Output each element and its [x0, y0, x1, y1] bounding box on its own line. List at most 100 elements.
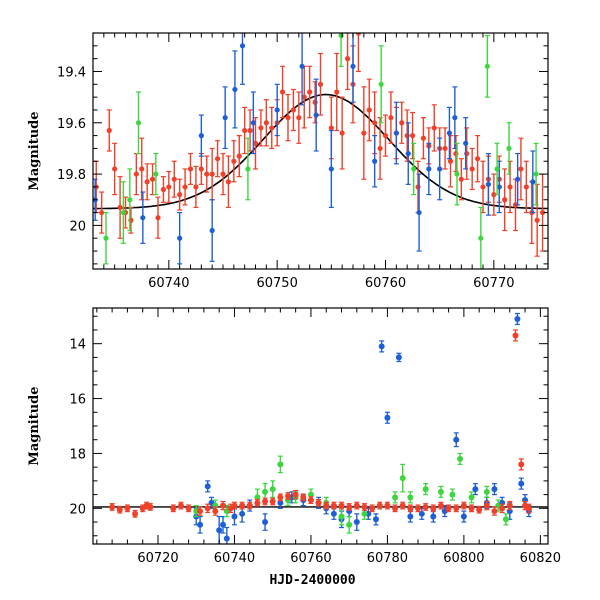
point-marker [491, 192, 497, 198]
point-marker [454, 171, 460, 177]
green-data-point [135, 91, 142, 155]
point-marker [182, 184, 188, 190]
point-marker [502, 516, 509, 523]
point-marker [491, 486, 498, 493]
point-marker [197, 521, 204, 528]
green-data-point [457, 452, 464, 466]
green-data-point [245, 137, 251, 201]
y-tick-label: 18 [69, 447, 86, 462]
red-data-point [507, 160, 513, 214]
blue-data-point [313, 78, 319, 152]
red-data-point [525, 503, 532, 514]
point-marker [507, 184, 513, 190]
point-marker [483, 502, 490, 509]
red-data-point [187, 152, 194, 185]
point-marker [220, 171, 226, 177]
green-data-point [269, 480, 276, 498]
point-marker [187, 166, 194, 172]
point-marker [460, 513, 467, 520]
point-marker [170, 505, 177, 512]
x-tick-label: 60760 [290, 551, 331, 566]
point-marker [245, 166, 251, 172]
blue-data-point [453, 432, 460, 448]
point-marker [376, 502, 383, 509]
point-marker [198, 166, 204, 172]
red-data-point [334, 52, 340, 132]
point-marker [204, 505, 211, 512]
point-marker [372, 158, 378, 164]
point-marker [177, 235, 183, 241]
point-marker [109, 503, 116, 510]
point-marker [404, 133, 410, 139]
red-data-point [99, 191, 105, 234]
green-data-point [483, 485, 490, 498]
point-marker [372, 516, 379, 523]
top-panel-axes: 60740 60750 60760 60770 19.4 19.6 19.8 20 [57, 32, 549, 291]
point-marker [262, 498, 269, 505]
red-data-point [407, 504, 414, 513]
red-data-point [236, 135, 242, 178]
blue-data-point [372, 513, 379, 526]
red-data-point [464, 127, 470, 180]
red-data-point [144, 163, 150, 201]
point-marker [534, 217, 540, 223]
point-marker [468, 505, 475, 512]
red-data-point [197, 506, 204, 516]
point-marker [296, 115, 302, 121]
point-marker [392, 494, 399, 501]
blue-data-point [514, 312, 521, 326]
point-marker [415, 184, 421, 190]
point-marker [338, 33, 344, 39]
point-marker [239, 43, 246, 49]
point-marker [422, 486, 429, 493]
red-data-point [290, 88, 297, 132]
red-data-point [376, 501, 383, 510]
red-data-point [399, 501, 406, 510]
green-data-point [533, 142, 539, 206]
point-marker [353, 519, 360, 526]
point-marker [415, 505, 421, 512]
point-marker [512, 332, 519, 339]
point-marker [231, 502, 238, 509]
red-data-point [353, 501, 360, 510]
point-marker [430, 505, 437, 512]
point-marker [236, 153, 242, 159]
point-marker [399, 502, 406, 509]
point-marker [420, 135, 427, 141]
point-marker [361, 510, 368, 517]
point-marker [285, 115, 291, 121]
point-marker [262, 488, 269, 495]
point-marker [353, 502, 360, 509]
red-data-point [399, 101, 405, 144]
bottom-panel-xlabel: HJD-2400000 [269, 573, 355, 588]
red-data-point [506, 500, 513, 511]
green-data-point [153, 152, 159, 196]
red-data-point [285, 93, 291, 142]
blue-data-point [220, 515, 226, 534]
point-marker [480, 184, 486, 190]
point-marker [496, 184, 502, 190]
point-marker [269, 486, 276, 493]
blue-data-point [395, 352, 402, 363]
green-data-point [422, 483, 429, 496]
point-marker [483, 488, 490, 495]
blue-data-point [262, 513, 269, 531]
point-marker [112, 166, 118, 172]
x-tick-label: 60720 [137, 551, 178, 566]
point-marker [120, 209, 126, 216]
point-marker [177, 192, 183, 198]
y-tick-label: 19.4 [57, 65, 86, 80]
red-data-point [204, 155, 210, 193]
point-marker [140, 215, 146, 221]
point-marker [430, 513, 437, 520]
point-marker [382, 133, 389, 139]
blue-data-point [378, 340, 385, 353]
red-data-point [300, 493, 307, 502]
point-marker [220, 502, 226, 509]
point-marker [209, 227, 215, 234]
point-marker [285, 497, 291, 504]
y-tick-label: 19.6 [57, 117, 86, 132]
blue-data-point [393, 101, 399, 165]
red-data-point [388, 91, 394, 144]
point-marker [474, 156, 481, 162]
